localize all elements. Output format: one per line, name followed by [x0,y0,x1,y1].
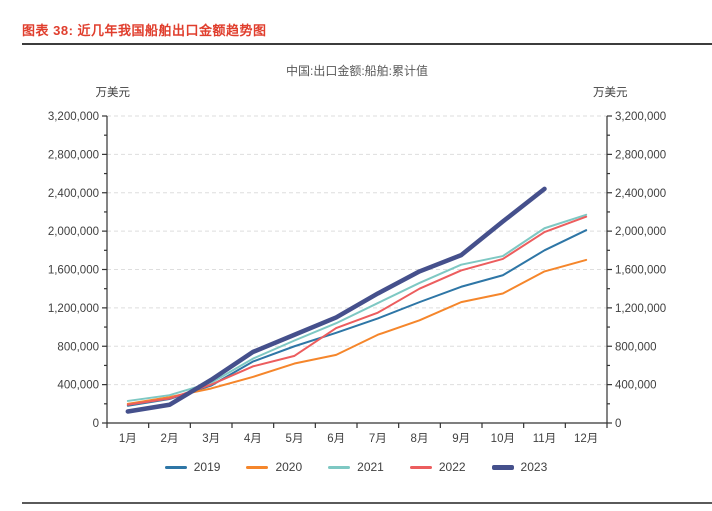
y-axis-label-right: 400,000 [615,380,657,392]
y-axis-label-left: 1,200,000 [48,303,99,315]
y-axis-label-left: 400,000 [57,380,99,392]
y-axis-label-left: 2,400,000 [48,188,99,200]
x-axis-label: 11月 [533,433,556,445]
series-lines [125,186,588,414]
gridlines [107,115,607,386]
x-axis-label: 12月 [574,433,598,445]
x-ticks: 1月 2月 3月 4月 5月 6月 7月 8月 9月 10月 11月 12月 [106,423,608,445]
caption-divider [22,43,712,45]
y-axis-label-left: 2,800,000 [48,149,99,161]
x-axis-label: 4月 [244,433,262,445]
chart-legend: 2019 2020 2021 2022 2023 [0,460,712,474]
legend-label: 2022 [438,460,466,474]
x-axis-label: 8月 [411,433,429,445]
legend-swatch-2023 [491,464,514,470]
x-axis-label: 2月 [161,433,179,445]
x-axis-label: 6月 [327,433,345,445]
x-axis-label: 3月 [202,433,220,445]
legend-label: 2019 [193,460,221,474]
y-axis-label-left: 800,000 [57,341,99,353]
legend-item-2020: 2020 [246,460,302,474]
axes [106,116,608,424]
legend-item-2019: 2019 [164,460,221,474]
legend-label: 2023 [520,460,548,474]
y-axis-label-right: 800,000 [615,341,657,353]
x-axis-label: 7月 [369,433,387,445]
y-axis-label-right: 1,200,000 [615,303,666,315]
legend-label: 2020 [275,460,303,474]
legend-item-2022: 2022 [409,460,466,474]
legend-swatch-2022 [409,465,432,469]
page-bottom-divider [22,502,712,504]
y-ticks: 0 0 400,000 400,000 800,000 800,000 1,200,000 1… [48,111,666,430]
legend-swatch-2019 [164,465,187,469]
y-axis-label-right: 1,600,000 [615,265,666,277]
y-axis-label-right: 3,200,000 [615,111,666,123]
x-axis-label: 5月 [286,433,304,445]
unit-label-right: 万美元 [593,85,628,99]
legend-label: 2021 [357,460,384,474]
y-axis-label-left: 3,200,000 [48,111,99,123]
series-line-2022 [126,215,588,406]
series-line-2023 [125,186,547,414]
y-axis-label-right: 2,400,000 [615,188,666,200]
y-axis-label-left: 0 [93,418,99,430]
y-axis-label-left: 2,000,000 [48,226,99,238]
series-line-2019 [126,229,588,407]
legend-item-2021: 2021 [328,460,384,474]
series-line-2020 [126,258,588,405]
x-axis-label: 9月 [452,433,470,445]
x-axis-label: 1月 [119,433,137,445]
x-axis-label: 10月 [491,433,515,445]
legend-item-2023: 2023 [491,460,548,474]
y-axis-label-right: 0 [615,418,621,430]
unit-label-left: 万美元 [96,85,131,99]
y-axis-label-left: 1,600,000 [48,265,99,277]
y-axis-label-right: 2,000,000 [615,226,666,238]
chart-title: 中国:出口金额:船舶:累计值 [285,64,428,78]
legend-swatch-2020 [246,465,269,469]
y-axis-label-right: 2,800,000 [615,149,666,161]
legend-swatch-2021 [328,465,351,469]
figure-caption: 图表 38: 近几年我国船舶出口金额趋势图 [22,23,267,38]
